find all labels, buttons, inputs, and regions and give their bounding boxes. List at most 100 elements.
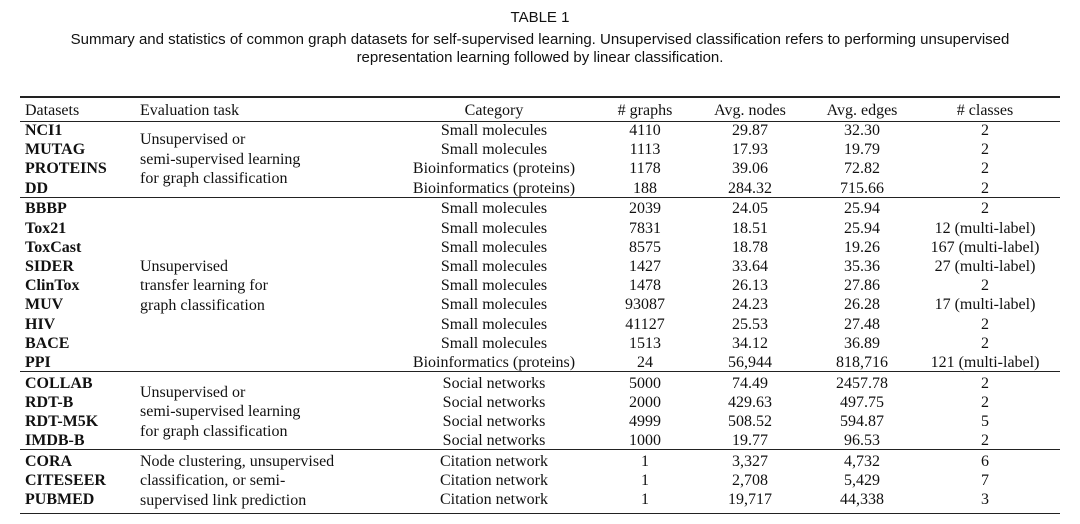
rule [20, 449, 1060, 451]
table-cell: 818,716 [836, 353, 888, 371]
table-cell: 25.94 [844, 200, 880, 218]
evaluation-task: semi-supervised learning [140, 150, 301, 168]
dataset-name: CITESEER [25, 472, 106, 490]
table-cell: 2 [981, 393, 989, 411]
header-cell: Avg. edges [826, 102, 898, 119]
dataset-name: MUV [25, 296, 64, 314]
table-cell: 1000 [629, 432, 661, 450]
evaluation-task: transfer learning for [140, 277, 268, 295]
evaluation-task: Unsupervised or [140, 131, 246, 149]
table-cell: 429.63 [728, 393, 772, 411]
table-cell: 18.78 [732, 238, 768, 256]
table-cell: 2 [981, 122, 989, 139]
table-cell: 19.26 [844, 238, 880, 256]
rule [20, 371, 1060, 373]
header-cell: # classes [956, 102, 1014, 119]
table-cell: Social networks [442, 374, 546, 392]
table-cell: 34.12 [732, 334, 768, 352]
table-cell: Social networks [442, 393, 546, 411]
table-cell: 508.52 [728, 413, 772, 430]
evaluation-task: Unsupervised [140, 257, 228, 275]
table-cell: 19.77 [732, 432, 768, 450]
table-cell: 2,708 [732, 472, 768, 490]
table-cell: 715.66 [840, 179, 884, 197]
table-cell: 7 [981, 472, 989, 490]
table-cell: Social networks [442, 432, 546, 450]
table-cell: 1178 [629, 160, 661, 178]
table-cell: 188 [633, 179, 657, 197]
evaluation-task: Unsupervised or [140, 383, 246, 401]
table-cell: Small molecules [440, 122, 548, 139]
table-cell: Small molecules [440, 334, 548, 352]
table-cell: 41127 [625, 315, 665, 333]
table-cell: 497.75 [840, 393, 884, 411]
dataset-name: NCI1 [25, 122, 63, 139]
table-cell: 56,944 [728, 353, 772, 371]
table-cell: 93087 [625, 296, 665, 314]
table-cell: 26.13 [732, 277, 768, 295]
dataset-name: ClinTox [25, 277, 80, 295]
table-cell: 2 [981, 277, 989, 295]
table-cell: 17 (multi-label) [934, 296, 1036, 314]
table-cell: 27.48 [844, 315, 880, 333]
table-cell: 25.94 [844, 219, 880, 237]
table-cell: 24 [637, 353, 653, 371]
table-cell: 24.23 [732, 296, 768, 314]
evaluation-task: graph classification [140, 296, 265, 314]
table-cell: 5 [981, 413, 989, 430]
header-cell: Datasets [25, 102, 80, 119]
table-cell: Small molecules [440, 277, 548, 295]
table-cell: 96.53 [844, 432, 880, 450]
table-cell: 2 [981, 141, 989, 159]
table-cell: 17.93 [732, 141, 768, 159]
table-cell: 27.86 [844, 277, 880, 295]
table-cell: 26.28 [844, 296, 880, 314]
header-cell: # graphs [617, 102, 673, 119]
dataset-name: MUTAG [25, 141, 86, 159]
dataset-name: SIDER [25, 257, 74, 275]
table-cell: Bioinformatics (proteins) [412, 353, 576, 371]
table-cell: 2 [981, 374, 989, 392]
rule [20, 96, 1060, 98]
table-cell: 2039 [629, 200, 661, 218]
table-cell: Social networks [442, 413, 546, 430]
table-cell: 8575 [629, 238, 661, 256]
table-cell: 2 [981, 334, 989, 352]
table-cell: Small molecules [440, 257, 548, 275]
table-cell: Bioinformatics (proteins) [412, 179, 576, 197]
table-cell: 5,429 [844, 472, 880, 490]
dataset-name: BBBP [25, 200, 67, 218]
caption-line: Summary and statistics of common graph d… [70, 31, 1010, 48]
evaluation-task: Node clustering, unsupervised [140, 452, 335, 470]
table-cell: 1 [641, 452, 649, 470]
table-cell: 19.79 [844, 141, 880, 159]
evaluation-task: classification, or semi- [140, 472, 286, 490]
table-cell: 594.87 [840, 413, 884, 430]
table-cell: 4110 [629, 122, 661, 139]
table-cell: 6 [981, 452, 989, 470]
table-cell: 2457.78 [836, 374, 888, 392]
table-cell: Bioinformatics (proteins) [412, 160, 576, 178]
table-cell: Small molecules [440, 200, 548, 218]
rule [20, 196, 1060, 198]
dataset-name: PPI [25, 353, 51, 371]
caption-line: representation learning followed by line… [356, 49, 724, 66]
table-label: TABLE 1 [510, 9, 570, 26]
table-cell: 12 (multi-label) [934, 219, 1036, 237]
table-cell: 18.51 [732, 219, 768, 237]
table-cell: 1 [641, 491, 649, 509]
dataset-name: PUBMED [25, 491, 95, 509]
table-cell: 74.49 [732, 374, 768, 392]
table-cell: Citation network [440, 452, 548, 470]
header-cell: Evaluation task [140, 102, 240, 119]
table-cell: 2 [981, 179, 989, 197]
table-cell: 35.36 [844, 257, 880, 275]
evaluation-task: semi-supervised learning [140, 403, 301, 421]
table-cell: 44,338 [840, 491, 884, 509]
table-cell: 1 [641, 472, 649, 490]
header-cell: Avg. nodes [714, 102, 786, 119]
dataset-name: RDT-B [25, 393, 74, 411]
table-cell: 1478 [629, 277, 661, 295]
evaluation-task: for graph classification [140, 170, 288, 188]
